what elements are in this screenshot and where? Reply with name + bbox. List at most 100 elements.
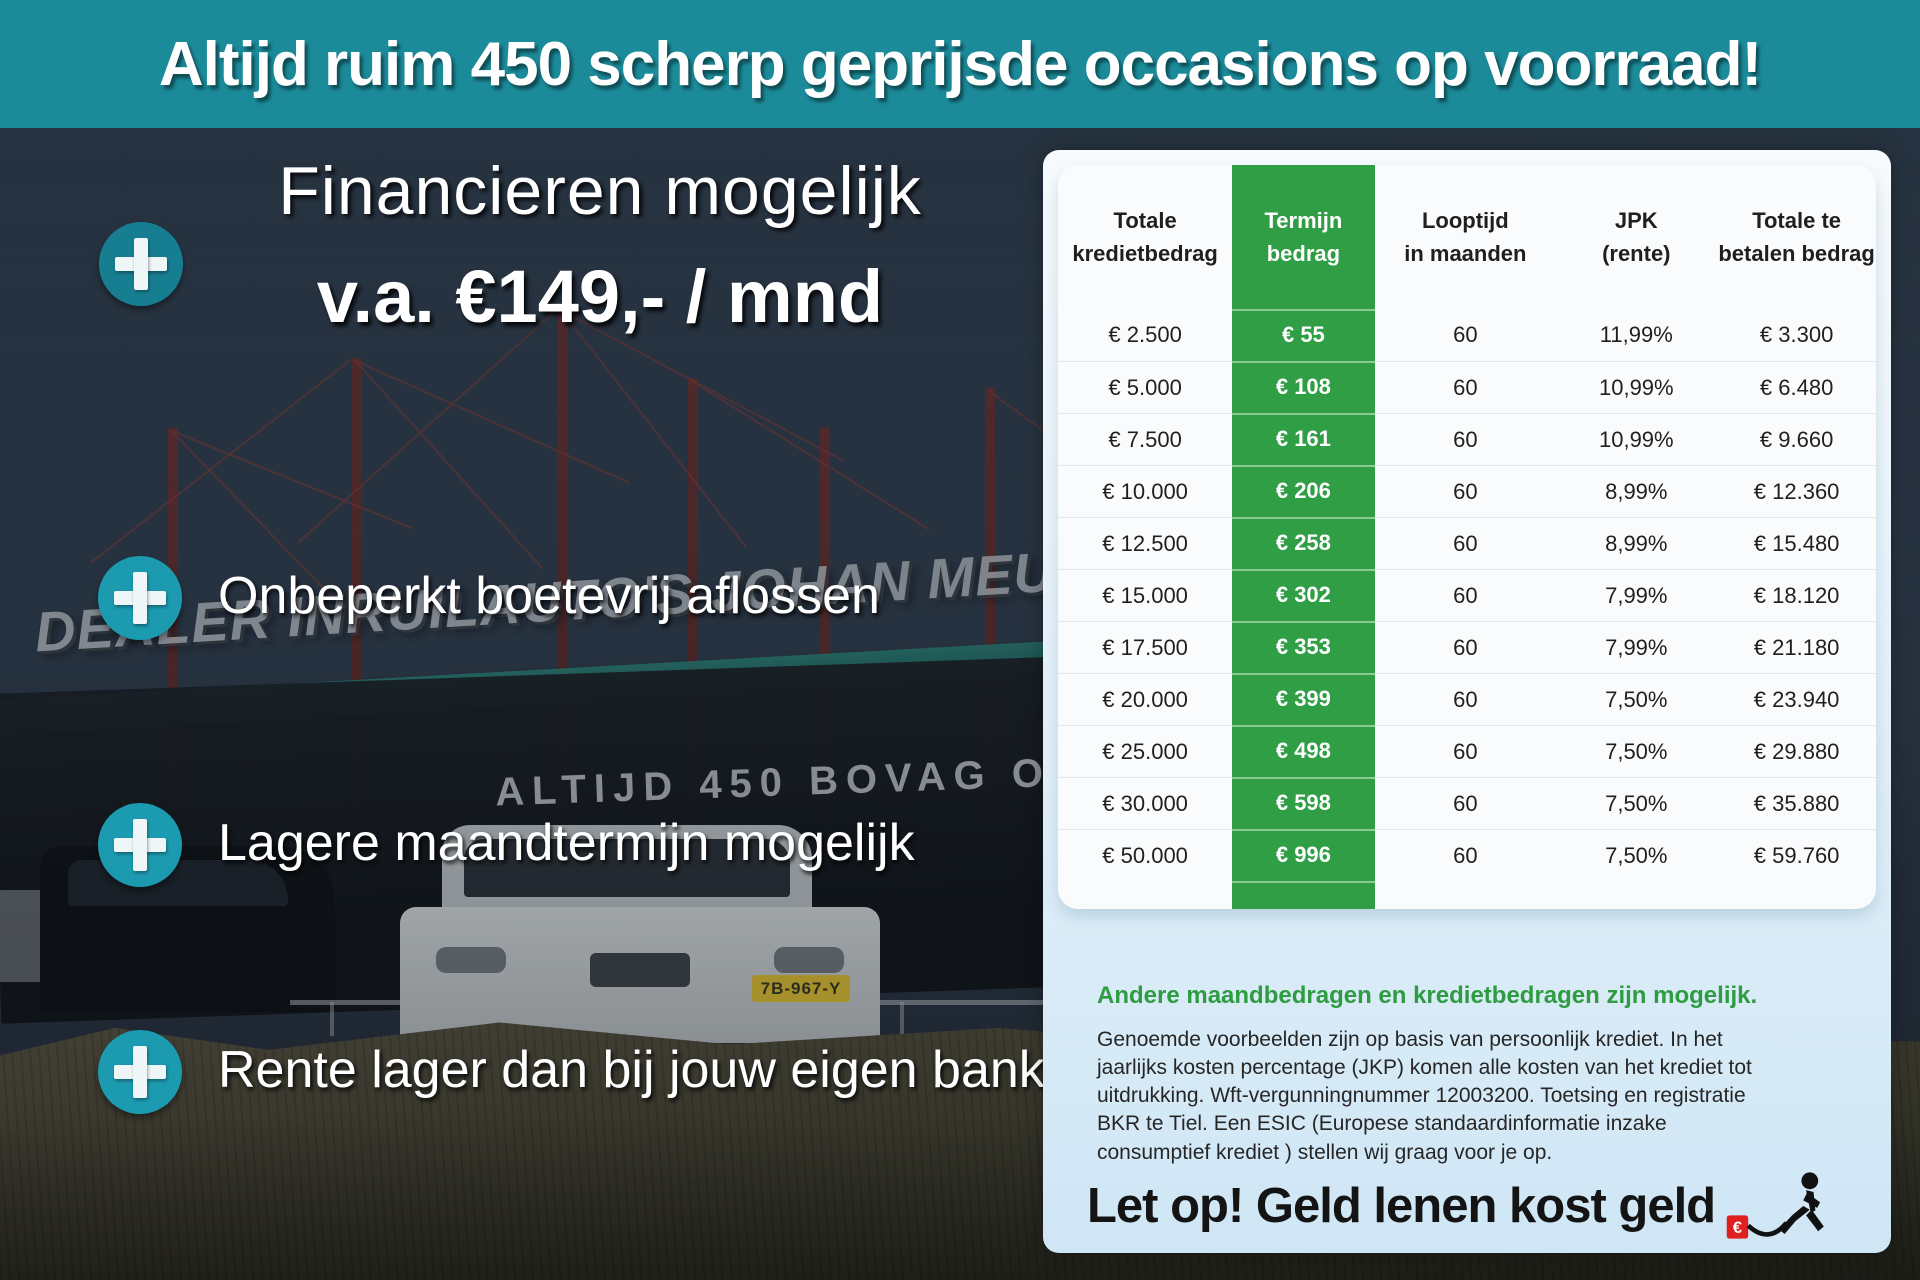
table-cell: 11,99% bbox=[1599, 322, 1673, 347]
finance-card: Totale kredietbedrag Termijn bedrag Loop… bbox=[1043, 150, 1891, 1253]
table-cell-termijn: € 108 bbox=[1232, 361, 1375, 413]
table-row: € 10.000 € 206 60 8,99% € 12.360 bbox=[1058, 465, 1876, 517]
red-mast bbox=[558, 308, 568, 820]
table-cell-termijn: € 996 bbox=[1232, 829, 1375, 881]
table-header-cell-termijn: Termijn bedrag bbox=[1232, 165, 1375, 309]
table-cell-termijn: € 206 bbox=[1232, 465, 1375, 517]
table-cell: € 29.880 bbox=[1716, 725, 1876, 778]
table-cell-termijn: € 498 bbox=[1232, 725, 1375, 777]
table-filler-cell bbox=[1375, 881, 1557, 909]
header-line: (rente) bbox=[1602, 241, 1671, 266]
table-cell: € 30.000 bbox=[1058, 777, 1233, 830]
plus-icon bbox=[98, 556, 182, 640]
table-cell: 60 bbox=[1374, 465, 1557, 518]
red-mast bbox=[168, 428, 178, 820]
white-suv-lamp bbox=[436, 947, 506, 973]
table-cell: € 59.760 bbox=[1716, 829, 1876, 882]
table-cell: € 50.000 bbox=[1058, 829, 1233, 882]
guardrail-post bbox=[900, 1002, 904, 1036]
table-cell: € 7.500 bbox=[1058, 413, 1233, 466]
promo-bullet: Rente lager dan bij jouw eigen bank bbox=[218, 1041, 1045, 1099]
promo-title: Financieren mogelijk bbox=[278, 153, 922, 229]
table-cell: 7,50% bbox=[1556, 673, 1717, 726]
header-line: betalen bedrag bbox=[1718, 241, 1875, 266]
table-cell: € 12.500 bbox=[1058, 517, 1233, 570]
table-cell: 10,99% bbox=[1556, 361, 1717, 414]
banner-text: Altijd ruim 450 scherp geprijsde occasio… bbox=[158, 29, 1762, 99]
table-cell: 8,99% bbox=[1556, 517, 1717, 570]
table-cell: € 17.500 bbox=[1058, 621, 1233, 674]
table-cell: 7,50% bbox=[1556, 829, 1717, 882]
table-cell: 60 bbox=[1374, 517, 1557, 570]
table-cell: 60 bbox=[1374, 413, 1557, 466]
table-header-cell: JPK (rente) bbox=[1556, 165, 1716, 309]
table-cell-termijn: € 598 bbox=[1232, 777, 1375, 829]
table-cell: 60 bbox=[1374, 361, 1557, 414]
table-row: € 12.500 € 258 60 8,99% € 15.480 bbox=[1058, 517, 1876, 569]
promo-subtitle: v.a. €149,- / mnd bbox=[316, 255, 884, 338]
white-suv-windshield bbox=[464, 839, 790, 897]
table-cell: € 25.000 bbox=[1058, 725, 1233, 778]
table-cell: 7,99% bbox=[1556, 621, 1717, 674]
table-cell: 60 bbox=[1374, 621, 1557, 674]
table-cell: € 21.180 bbox=[1716, 621, 1876, 674]
top-banner: Altijd ruim 450 scherp geprijsde occasio… bbox=[0, 0, 1920, 128]
finance-table: Totale kredietbedrag Termijn bedrag Loop… bbox=[1058, 165, 1876, 909]
disclaimer-text: Genoemde voorbeelden zijn op basis van p… bbox=[1097, 1028, 1752, 1164]
plus-icon bbox=[99, 222, 183, 306]
table-row: € 20.000 € 399 60 7,50% € 23.940 bbox=[1058, 673, 1876, 725]
red-mast bbox=[352, 358, 362, 820]
plus-icon bbox=[98, 803, 182, 887]
table-row: € 5.000 € 108 60 10,99% € 6.480 bbox=[1058, 361, 1876, 413]
table-cell-termijn: € 161 bbox=[1232, 413, 1375, 465]
table-cell: 7,99% bbox=[1556, 569, 1717, 622]
promo-bullet: Lagere maandtermijn mogelijk bbox=[218, 814, 915, 872]
table-cell: 60 bbox=[1453, 322, 1478, 347]
table-filler-cell bbox=[1556, 881, 1716, 909]
table-cell: € 10.000 bbox=[1058, 465, 1233, 518]
table-cell: 60 bbox=[1374, 777, 1557, 830]
table-cell: € 9.660 bbox=[1716, 413, 1876, 466]
table-cell-termijn: € 399 bbox=[1232, 673, 1375, 725]
table-cell: € 23.940 bbox=[1716, 673, 1876, 726]
header-line: Looptijd bbox=[1421, 208, 1509, 233]
red-mast bbox=[688, 378, 698, 820]
red-mast bbox=[820, 428, 830, 820]
header-line: bedrag bbox=[1266, 241, 1341, 266]
header-line: Totale bbox=[1113, 208, 1177, 233]
table-cell: € 12.360 bbox=[1716, 465, 1876, 518]
table-row: € 30.000 € 598 60 7,50% € 35.880 bbox=[1058, 777, 1876, 829]
header-line: Totale te bbox=[1752, 208, 1842, 233]
table-row: € 25.000 € 498 60 7,50% € 29.880 bbox=[1058, 725, 1876, 777]
promo-bullet: Onbeperkt boetevrij aflossen bbox=[218, 567, 880, 625]
table-cell: € 3.300 bbox=[1759, 322, 1834, 347]
table-cell: 7,50% bbox=[1556, 777, 1717, 830]
table-cell-termijn: € 258 bbox=[1232, 517, 1375, 569]
table-row: € 7.500 € 161 60 10,99% € 9.660 bbox=[1058, 413, 1876, 465]
plus-icon bbox=[98, 1030, 182, 1114]
table-cell: 10,99% bbox=[1556, 413, 1717, 466]
table-row: € 17.500 € 353 60 7,99% € 21.180 bbox=[1058, 621, 1876, 673]
table-cell: € 15.000 bbox=[1058, 569, 1233, 622]
geld-lenen-kost-geld-icon: € bbox=[1726, 1172, 1824, 1239]
credit-warning-text: Let op! Geld lenen kost geld bbox=[1087, 1179, 1716, 1233]
table-cell: 60 bbox=[1374, 829, 1557, 882]
table-cell: 8,99% bbox=[1556, 465, 1717, 518]
header-line: JPK bbox=[1614, 208, 1658, 233]
table-filler-cell-termijn bbox=[1232, 881, 1375, 909]
red-mast bbox=[985, 388, 995, 820]
highlight-text: Andere maandbedragen en kredietbedragen … bbox=[1097, 982, 1758, 1009]
credit-warning: Let op! Geld lenen kost geld € bbox=[1087, 1168, 1835, 1244]
table-cell-termijn: € 302 bbox=[1232, 569, 1375, 621]
table-cell: € 6.480 bbox=[1716, 361, 1876, 414]
table-header-row: Totale kredietbedrag Termijn bedrag Loop… bbox=[1058, 165, 1876, 309]
table-header-cell: Totale kredietbedrag bbox=[1058, 165, 1232, 309]
table-cell: € 35.880 bbox=[1716, 777, 1876, 830]
white-suv-lamp bbox=[774, 947, 844, 973]
table-cell: 7,50% bbox=[1556, 725, 1717, 778]
white-suv-grille bbox=[590, 953, 690, 987]
table-header-cell: Totale te betalen bedrag bbox=[1716, 165, 1876, 309]
header-line: in maanden bbox=[1404, 241, 1527, 266]
table-cell: 60 bbox=[1374, 725, 1557, 778]
